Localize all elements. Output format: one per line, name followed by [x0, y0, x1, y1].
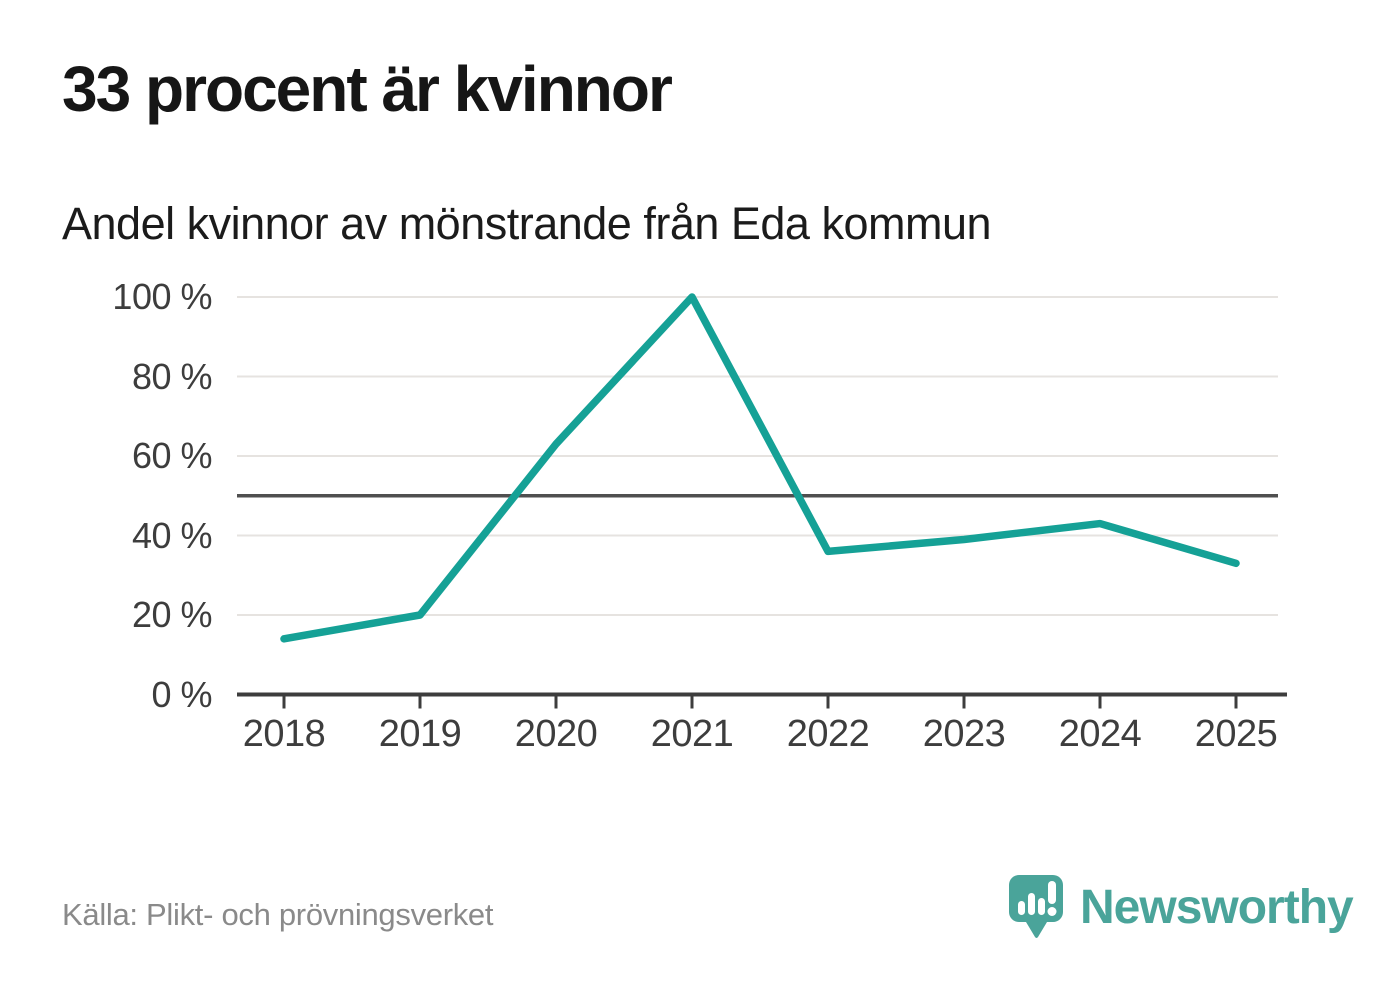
exclamation-dot	[1047, 907, 1057, 916]
line-chart-plot	[237, 293, 1287, 709]
data-line	[280, 293, 1240, 643]
x-tick-label: 2025	[1194, 713, 1278, 755]
bar-2	[1028, 893, 1035, 915]
newsworthy-logo-icon	[1009, 875, 1063, 938]
y-tick-label: 100 %	[112, 276, 212, 317]
chart-subtitle: Andel kvinnor av mönstrande från Eda kom…	[62, 198, 992, 249]
source-text: Källa: Plikt- och prövningsverket	[62, 897, 494, 932]
exclamation-stem	[1048, 881, 1056, 904]
x-tick-label: 2020	[514, 713, 598, 755]
x-tick-label: 2019	[378, 713, 462, 755]
page-title: 33 procent är kvinnor	[62, 53, 673, 125]
x-tick-label: 2022	[786, 713, 870, 755]
bar-3	[1038, 898, 1045, 915]
y-tick-label: 80 %	[131, 355, 213, 397]
brand-name: Newsworthy	[1080, 881, 1354, 934]
y-tick-label: 0 %	[151, 673, 212, 715]
newsworthy-logo: Newsworthy	[1008, 874, 1354, 944]
x-tick-label: 2023	[922, 713, 1006, 755]
x-tick-label: 2021	[650, 713, 734, 755]
x-tick-label: 2024	[1058, 713, 1142, 755]
x-tick-label: 2018	[242, 713, 326, 755]
y-tick-label: 60 %	[131, 435, 213, 476]
bar-1	[1018, 901, 1025, 915]
y-tick-label: 20 %	[131, 594, 213, 635]
y-tick-label: 40 %	[131, 514, 213, 556]
